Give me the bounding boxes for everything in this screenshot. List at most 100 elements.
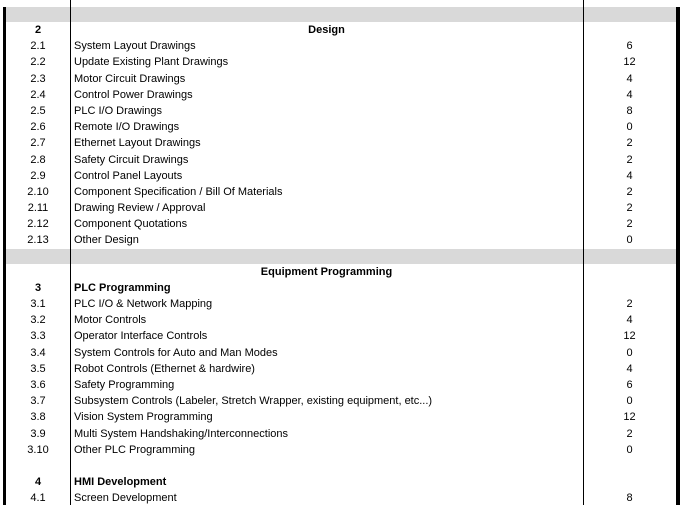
task-description-cell[interactable]: Component Quotations	[74, 218, 188, 231]
hours-cell[interactable]: 6	[626, 378, 633, 391]
row-number-cell[interactable]: 2.6	[30, 121, 46, 134]
task-description-cell[interactable]: System Layout Drawings	[74, 40, 196, 53]
separator-row	[6, 7, 676, 22]
task-row: 2.1 System Layout Drawings 6	[6, 38, 676, 54]
task-row: 3.6 Safety Programming 6	[6, 377, 676, 393]
task-description-cell[interactable]: Motor Circuit Drawings	[74, 72, 186, 85]
row-number-cell[interactable]: 2.8	[30, 153, 46, 166]
task-description-cell[interactable]: Control Power Drawings	[74, 88, 193, 101]
row-number-cell[interactable]: 2.10	[27, 185, 49, 198]
task-row: 4.1 Screen Development 8	[6, 490, 676, 506]
task-description-cell[interactable]: Drawing Review / Approval	[74, 202, 206, 215]
row-number-cell[interactable]: 3.2	[30, 314, 46, 327]
hours-cell[interactable]: 4	[626, 72, 633, 85]
hours-cell[interactable]: 2	[626, 137, 633, 150]
row-number-cell[interactable]: 2.1	[30, 40, 46, 53]
hours-cell[interactable]	[583, 264, 676, 280]
row-number-cell[interactable]: 2.12	[27, 218, 49, 231]
row-number-cell[interactable]: 3.9	[30, 427, 46, 440]
row-number-cell[interactable]: 2.4	[30, 88, 46, 101]
hours-cell[interactable]: 0	[626, 234, 633, 247]
task-description-cell[interactable]: Update Existing Plant Drawings	[74, 56, 229, 69]
task-description-cell[interactable]: Other Design	[74, 234, 139, 247]
hours-cell[interactable]: 2	[626, 427, 633, 440]
task-row: 2.13 Other Design 0	[6, 232, 676, 248]
hours-cell[interactable]: 12	[623, 330, 636, 343]
hours-cell[interactable]: 8	[626, 104, 633, 117]
row-number-cell[interactable]: 3	[34, 281, 42, 294]
task-description-cell[interactable]: Multi System Handshaking/Interconnection…	[74, 427, 288, 440]
separator-row	[6, 248, 676, 264]
task-description-cell[interactable]: Robot Controls (Ethernet & hardwire)	[74, 362, 255, 375]
section-title-cell[interactable]: Design	[308, 24, 345, 36]
row-number-cell[interactable]: 3.6	[30, 378, 46, 391]
hours-cell[interactable]: 2	[626, 298, 633, 310]
row-number-cell[interactable]: 2	[34, 24, 42, 36]
hours-cell[interactable]: 2	[626, 185, 633, 198]
row-number-cell[interactable]: 3.3	[30, 330, 46, 343]
row-number-cell[interactable]: 2.3	[30, 72, 46, 85]
task-row: 2.8 Safety Circuit Drawings 2	[6, 152, 676, 168]
row-number-cell[interactable]: 2.9	[30, 169, 46, 182]
row-number-cell[interactable]: 3.7	[30, 395, 46, 408]
task-description-cell[interactable]: Motor Controls	[74, 314, 147, 327]
hours-cell[interactable]: 2	[626, 153, 633, 166]
hours-cell[interactable]: 2	[626, 218, 633, 231]
task-description-cell[interactable]: System Controls for Auto and Man Modes	[74, 346, 278, 359]
task-row: 3.7 Subsystem Controls (Labeler, Stretch …	[6, 393, 676, 409]
row-number-cell[interactable]: 3.5	[30, 362, 46, 375]
task-row: 3.4 System Controls for Auto and Man Mode…	[6, 345, 676, 361]
hours-cell[interactable]: 4	[626, 314, 633, 327]
hours-cell[interactable]: 0	[626, 443, 633, 456]
task-description-cell[interactable]: PLC I/O Drawings	[74, 104, 163, 117]
group-header-row: 3 PLC Programming	[6, 280, 676, 296]
section-title-row: 2 Design	[6, 22, 676, 38]
task-description-cell[interactable]: PLC I/O & Network Mapping	[74, 298, 213, 310]
row-number-cell[interactable]: 2.5	[30, 104, 46, 117]
task-description-cell[interactable]: Other PLC Programming	[74, 443, 196, 456]
hours-cell[interactable]: 0	[626, 346, 633, 359]
hours-cell[interactable]	[583, 22, 676, 38]
row-number-cell[interactable]	[6, 264, 70, 280]
hours-cell[interactable]	[583, 474, 676, 490]
hours-cell[interactable]: 12	[623, 56, 636, 69]
hours-cell[interactable]: 8	[626, 492, 633, 505]
hours-cell[interactable]: 2	[626, 202, 633, 215]
task-description-cell[interactable]: Operator Interface Controls	[74, 330, 208, 343]
section-title-cell[interactable]: Equipment Programming	[260, 265, 393, 278]
row-number-cell[interactable]: 4.1	[30, 492, 46, 505]
hours-cell[interactable]: 6	[626, 40, 633, 53]
task-description-cell[interactable]: Control Panel Layouts	[74, 169, 183, 182]
hours-cell[interactable]: 4	[626, 362, 633, 375]
task-description-cell[interactable]: Remote I/O Drawings	[74, 121, 180, 134]
row-number-cell[interactable]: 4	[34, 476, 42, 489]
row-number-cell[interactable]: 3.10	[27, 443, 49, 456]
column-divider	[583, 0, 584, 505]
row-number-cell[interactable]: 3.1	[30, 298, 46, 310]
hours-cell[interactable]: 0	[626, 121, 633, 134]
row-number-cell[interactable]: 2.11	[27, 202, 49, 215]
hours-cell[interactable]: 4	[626, 169, 633, 182]
blank-row	[6, 457, 676, 475]
row-number-cell[interactable]: 3.4	[30, 346, 46, 359]
task-description-cell[interactable]: Safety Programming	[74, 378, 175, 391]
column-divider	[70, 0, 71, 505]
row-number-cell[interactable]: 2.13	[27, 234, 49, 247]
hours-cell[interactable]: 4	[626, 88, 633, 101]
task-description-cell[interactable]: Component Specification / Bill Of Materi…	[74, 185, 283, 198]
group-title-cell[interactable]: HMI Development	[74, 476, 167, 489]
hours-cell[interactable]: 12	[623, 411, 636, 424]
task-description-cell[interactable]: Subsystem Controls (Labeler, Stretch Wra…	[74, 395, 433, 408]
task-description-cell[interactable]: Screen Development	[74, 492, 177, 505]
hours-cell[interactable]	[583, 280, 676, 296]
task-row: 2.10 Component Specification / Bill Of Ma…	[6, 184, 676, 200]
row-number-cell[interactable]: 2.7	[30, 137, 46, 150]
task-description-cell[interactable]: Safety Circuit Drawings	[74, 153, 189, 166]
row-number-cell[interactable]: 3.8	[30, 411, 46, 424]
task-description-cell[interactable]: Ethernet Layout Drawings	[74, 137, 201, 150]
row-number-cell[interactable]: 2.2	[30, 56, 46, 69]
hours-cell[interactable]: 0	[626, 395, 633, 408]
task-row: 2.3 Motor Circuit Drawings 4	[6, 71, 676, 87]
task-description-cell[interactable]: Vision System Programming	[74, 411, 213, 424]
group-title-cell[interactable]: PLC Programming	[74, 281, 171, 294]
